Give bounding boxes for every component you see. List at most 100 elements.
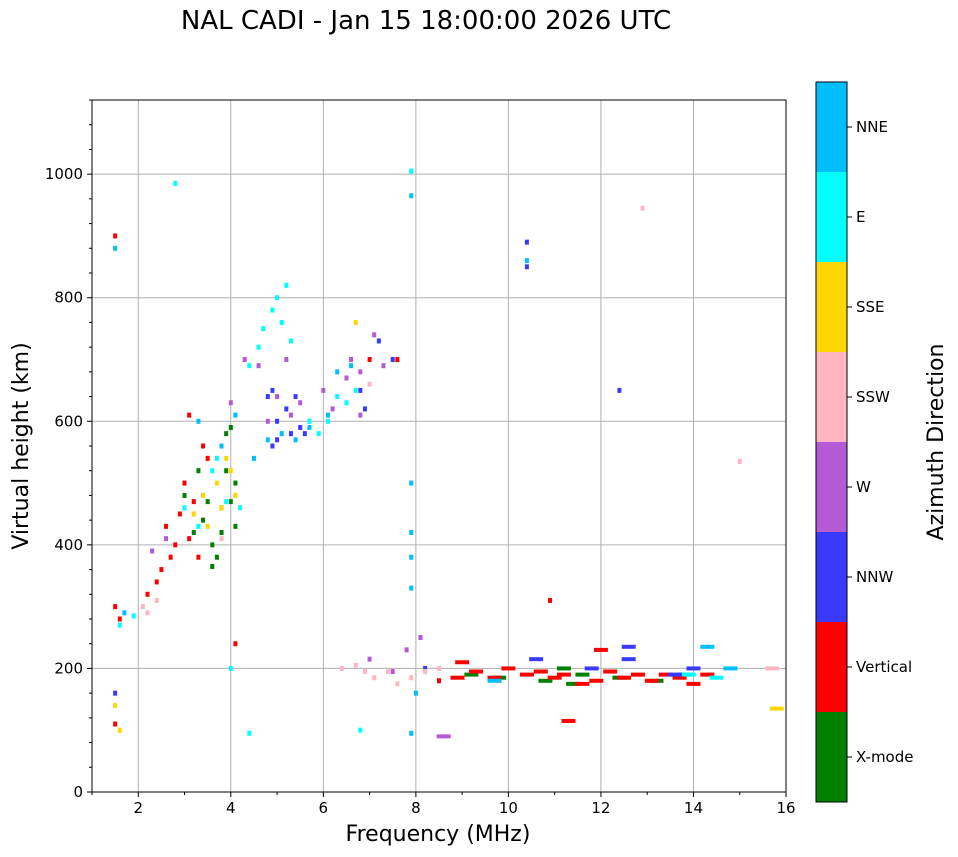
data-point-nne	[409, 585, 414, 591]
data-point-e	[196, 523, 201, 529]
data-point-ssw	[737, 458, 742, 464]
data-point-e	[238, 505, 243, 511]
data-point-nnw	[423, 665, 428, 671]
data-point-nnw	[270, 387, 275, 393]
data-point-nne	[307, 424, 312, 430]
data-point-vertical	[205, 455, 210, 461]
data-point-x-mode	[233, 480, 238, 486]
data-point-w	[321, 387, 326, 393]
data-point-sse	[201, 492, 206, 498]
data-point-sse	[353, 319, 358, 325]
x-axis: 2 4 6 8 10 12 14 16	[91, 792, 796, 817]
data-point-ssw	[423, 669, 428, 675]
data-point-e	[247, 730, 252, 736]
colorbar-tick-label: Vertical	[856, 658, 912, 676]
data-point-nne	[325, 412, 330, 418]
data-point-ssw	[409, 675, 414, 681]
data-point-e	[214, 455, 219, 461]
data-point-nne	[487, 678, 502, 683]
data-point-nne	[265, 437, 270, 443]
data-point-vertical	[487, 675, 502, 680]
data-point-e	[325, 418, 330, 424]
data-point-w	[349, 357, 354, 362]
data-point-vertical	[700, 672, 715, 677]
data-point-vertical	[658, 672, 673, 677]
data-point-vertical	[196, 554, 201, 560]
data-point-w	[298, 400, 303, 406]
colorbar-frame	[815, 81, 848, 803]
y-tick-label: 200	[54, 659, 83, 677]
data-point-x-mode	[233, 523, 238, 529]
data-point-nne	[293, 437, 298, 443]
data-points	[113, 168, 784, 739]
data-point-w	[275, 394, 280, 400]
data-point-vertical	[603, 669, 618, 674]
data-point-w	[228, 400, 233, 406]
colorbar-tick-label: E	[856, 208, 865, 226]
data-point-vertical	[501, 666, 516, 671]
data-point-vertical	[145, 591, 150, 597]
data-point-nnw	[113, 690, 118, 696]
data-point-vertical	[177, 511, 182, 517]
data-point-e	[261, 326, 266, 332]
data-point-sse	[769, 706, 784, 711]
data-point-w	[367, 656, 372, 662]
data-point-e	[210, 468, 215, 474]
y-tick-label: 0	[73, 783, 83, 801]
data-point-e	[228, 665, 233, 671]
data-point-e	[284, 282, 289, 288]
data-point-nnw	[524, 264, 529, 270]
data-point-e	[173, 180, 178, 186]
data-point-x-mode	[224, 431, 229, 437]
data-point-nne	[409, 554, 414, 560]
data-point-vertical	[548, 597, 553, 603]
data-point-w	[381, 363, 386, 369]
data-point-vertical	[469, 669, 484, 674]
data-point-nne	[409, 730, 414, 736]
x-axis-label: Frequency (MHz)	[346, 822, 531, 847]
data-point-vertical	[191, 499, 196, 505]
data-point-sse	[219, 505, 224, 511]
data-point-vertical	[168, 554, 173, 560]
data-point-nnw	[667, 672, 682, 677]
y-tick-label: 600	[54, 412, 83, 430]
data-point-e	[131, 613, 136, 619]
data-point-vertical	[113, 604, 118, 610]
data-point-vertical	[575, 681, 590, 686]
data-point-ssw	[353, 662, 358, 668]
data-point-e	[270, 307, 275, 313]
data-point-vertical	[233, 641, 238, 647]
colorbar-tick-label: X-mode	[856, 748, 913, 766]
data-point-e	[182, 505, 187, 511]
data-point-vertical	[533, 669, 548, 674]
data-point-nne	[113, 245, 118, 251]
data-point-ssw	[437, 665, 441, 671]
data-point-vertical	[593, 647, 608, 652]
data-point-nne	[413, 690, 418, 696]
colorbar-tick-label: SSW	[856, 388, 890, 406]
data-point-vertical	[437, 678, 441, 684]
data-point-x-mode	[201, 517, 206, 523]
data-point-vertical	[630, 672, 645, 677]
colorbar-segment	[816, 622, 847, 712]
data-point-x-mode	[205, 499, 210, 505]
data-point-ssw	[372, 675, 377, 681]
data-point-sse	[191, 511, 196, 517]
data-point-vertical	[113, 233, 118, 239]
data-point-e	[358, 727, 363, 733]
data-point-w	[265, 418, 270, 424]
x-tick-label: 2	[133, 799, 143, 817]
colorbar-segment	[816, 712, 847, 802]
colorbar: X-mode Vertical NNW W SSW SSE E NNE	[815, 81, 913, 803]
data-point-vertical	[182, 480, 187, 486]
data-point-nne	[233, 412, 238, 418]
data-point-ssw	[765, 666, 780, 671]
data-point-vertical	[154, 579, 159, 585]
data-point-nne	[279, 431, 284, 437]
data-point-ssw	[219, 536, 224, 542]
data-point-vertical	[519, 672, 534, 677]
data-point-x-mode	[228, 424, 233, 430]
y-tick-label: 1000	[45, 165, 83, 183]
data-point-ssw	[339, 665, 344, 671]
